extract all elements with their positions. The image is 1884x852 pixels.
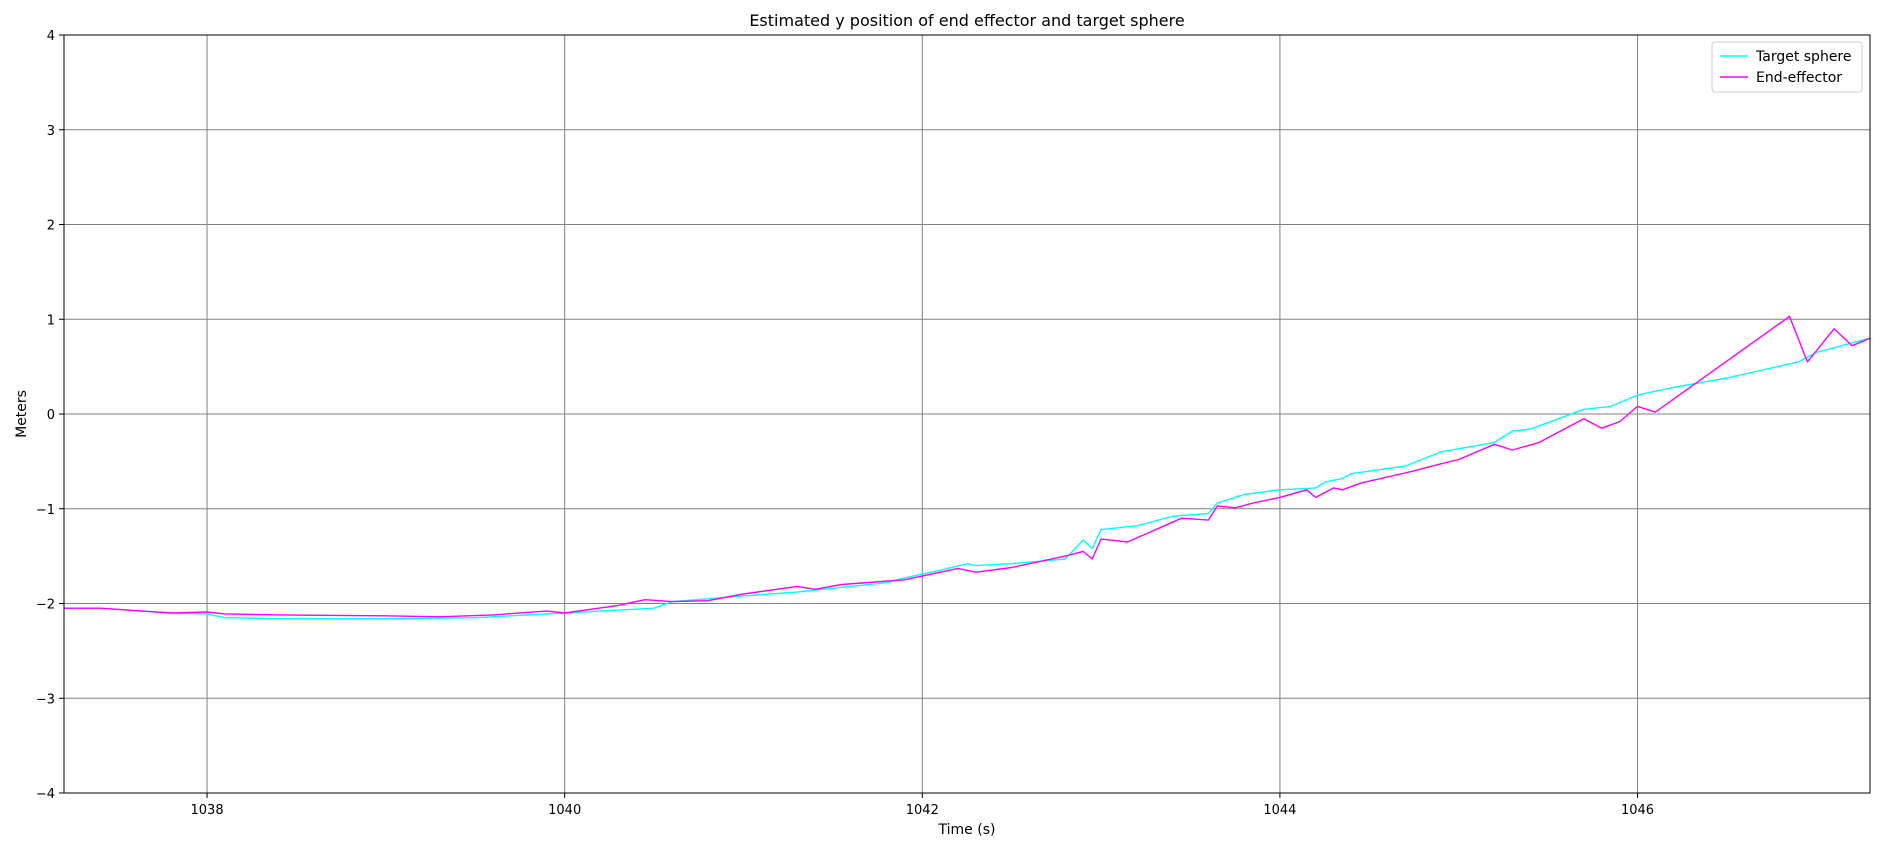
x-tick-label: 1040 [548,803,581,818]
legend-label: End-effector [1756,70,1842,86]
y-tick-label: 1 [47,313,55,328]
chart-title: Estimated y position of end effector and… [749,11,1184,30]
y-tick-label: −1 [36,503,55,518]
legend: Target sphere End-effector [1711,41,1863,93]
x-tick-label: 1046 [1621,803,1654,818]
x-tick-label: 1042 [906,803,939,818]
x-axis-label: Time (s) [938,822,996,838]
legend-box [1711,41,1863,93]
y-axis-label: Meters [14,390,30,438]
axis-ticks: 1038 1040 1042 1044 1046 −4 −3 −2 −1 0 1 2 3 4 [36,29,1654,818]
plot-lines [64,315,1871,620]
x-tick-label: 1038 [191,803,224,818]
x-tick-label: 1044 [1263,803,1296,818]
y-tick-label: −3 [36,692,55,707]
y-tick-label: 3 [47,124,55,139]
y-tick-label: −4 [36,787,55,802]
y-tick-label: 2 [47,219,55,234]
y-tick-label: −2 [36,598,55,613]
series-line-target-sphere [64,337,1871,620]
y-tick-label: 4 [47,29,55,44]
series-line-end-effector [64,315,1871,618]
y-tick-label: 0 [47,408,55,423]
legend-label: Target sphere [1755,49,1852,65]
